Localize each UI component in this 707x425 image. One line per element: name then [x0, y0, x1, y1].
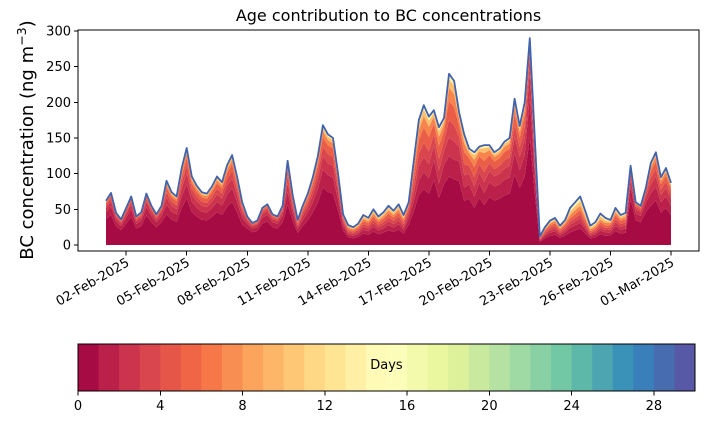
- colorbar-cell: [653, 344, 675, 391]
- colorbar-tick-label: 0: [74, 399, 82, 414]
- age-band-3-4-days: [106, 54, 671, 240]
- colorbar-tick-label: 24: [563, 399, 580, 414]
- colorbar-cell: [407, 344, 429, 391]
- colorbar-cell: [448, 344, 470, 391]
- total-bc-line: [105, 37, 672, 238]
- colorbar-cell: [365, 344, 387, 391]
- colorbar-tick-label: 8: [238, 399, 246, 414]
- chart-title: Age contribution to BC concentrations: [235, 6, 542, 25]
- colorbar-cell: [139, 344, 161, 391]
- colorbar-tick-label: 12: [317, 399, 334, 414]
- colorbar-cell: [263, 344, 285, 391]
- y-tick-label: 300: [46, 25, 71, 40]
- colorbar-tick-label: 28: [646, 399, 663, 414]
- colorbar-cell: [242, 344, 264, 391]
- colorbar-cell: [571, 344, 593, 391]
- colorbar-cell: [551, 344, 573, 391]
- colorbar-cell: [489, 344, 511, 391]
- colorbar-tick-label: 4: [156, 399, 164, 414]
- colorbar-cell: [283, 344, 305, 391]
- colorbar-cell: [612, 344, 634, 391]
- axes-spines: [77, 29, 700, 252]
- colorbar-cell: [98, 344, 120, 391]
- colorbar-outline: [77, 343, 696, 392]
- colorbar-cell: [427, 344, 449, 391]
- colorbar-cell: [201, 344, 223, 391]
- y-tick-label: 150: [46, 132, 71, 147]
- y-axis-ticks: 0 50 100 150 200 250 300: [46, 25, 78, 254]
- colorbar-tick-label: 16: [399, 399, 416, 414]
- colorbar-cell: [633, 344, 655, 391]
- colorbar-cell: [386, 344, 408, 391]
- colorbar: 0 4 8 12 16 20 24 28: [74, 343, 696, 414]
- colorbar-cell: [78, 344, 100, 391]
- colorbar-cell: [674, 344, 696, 391]
- colorbar-cell: [530, 344, 552, 391]
- colorbar-cell: [304, 344, 326, 391]
- y-tick-label: 200: [46, 96, 71, 111]
- age-band-1-2-days: [106, 96, 671, 242]
- colorbar-cell: [180, 344, 202, 391]
- colorbar-cell: [509, 344, 531, 391]
- colorbar-cell: [345, 344, 367, 391]
- y-tick-label: 100: [46, 167, 71, 182]
- colorbar-cell: [221, 344, 244, 391]
- age-band-4-6-days: [106, 46, 671, 240]
- x-axis-ticks: 02-Feb-202505-Feb-202508-Feb-202511-Feb-…: [54, 251, 677, 310]
- colorbar-cell: [324, 344, 346, 391]
- colorbar-cell: [160, 344, 182, 391]
- colorbar-tick-label: 20: [481, 399, 498, 414]
- y-tick-label: 50: [54, 203, 71, 218]
- colorbar-cell: [468, 344, 490, 391]
- y-tick-label: 0: [63, 239, 71, 254]
- stacked-age-bands: [106, 38, 671, 245]
- colorbar-cell: [119, 344, 141, 391]
- age-band-0-1-days: [106, 137, 671, 245]
- y-tick-label: 250: [46, 60, 71, 75]
- colorbar-label: Days: [370, 358, 403, 373]
- colorbar-cell: [592, 344, 614, 391]
